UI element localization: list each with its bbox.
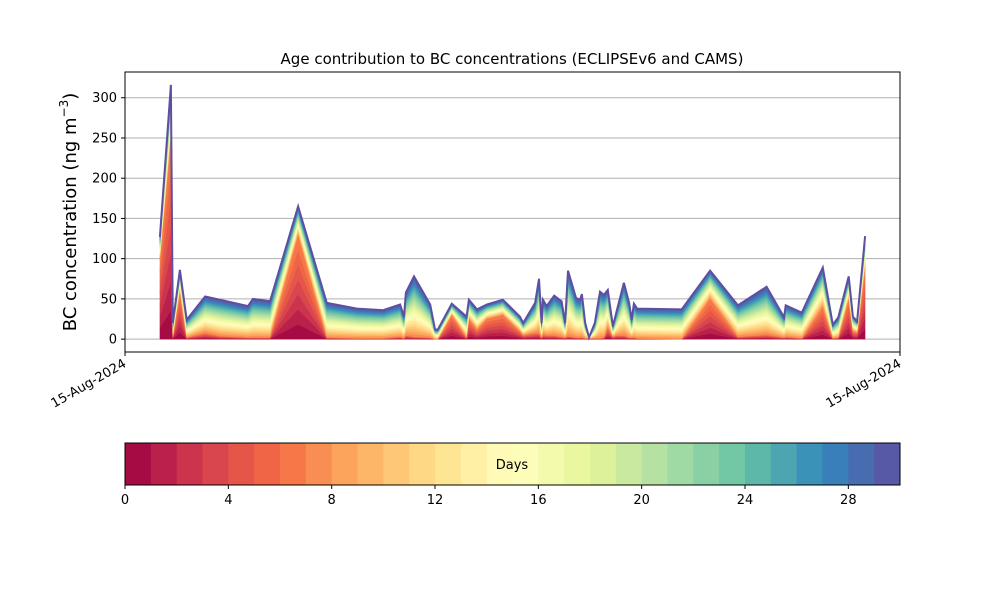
- colorbar-tick-label: 28: [840, 493, 857, 508]
- colorbar-bin: [435, 443, 462, 485]
- total-outline: [158, 84, 867, 341]
- colorbar-bin: [745, 443, 772, 485]
- colorbar-bin: [150, 443, 178, 485]
- colorbar-bin: [564, 443, 591, 485]
- y-axis-label-close: ): [60, 93, 81, 100]
- colorbar-bin: [331, 443, 358, 485]
- colorbar-bin: [409, 443, 436, 485]
- colorbar-bin: [590, 443, 617, 485]
- colorbar-bin: [254, 443, 281, 485]
- y-tick-label: 0: [109, 333, 117, 348]
- colorbar-bin: [460, 443, 488, 485]
- colorbar-bin: [305, 443, 333, 485]
- y-axis-label-sup: −3: [57, 100, 71, 118]
- colorbar-bin: [641, 443, 668, 485]
- y-gridlines: [125, 97, 900, 340]
- colorbar-bin: [719, 443, 746, 485]
- plot-frame: [124, 71, 901, 353]
- chart-title: Age contribution to BC concentrations (E…: [281, 50, 744, 68]
- colorbar-bin: [770, 443, 798, 485]
- colorbar-bin: [125, 443, 152, 485]
- colorbar-bin: [538, 443, 565, 485]
- total-line: [158, 84, 867, 341]
- colorbar-bin: [228, 443, 255, 485]
- colorbar-bin: [512, 443, 539, 485]
- colorbar-label: Days: [496, 458, 529, 473]
- colorbar-bin: [383, 443, 410, 485]
- colorbar-bin: [874, 443, 901, 485]
- colorbar: [125, 443, 901, 485]
- x-tick-label: 15-Aug-2024: [824, 356, 904, 411]
- colorbar-bin: [202, 443, 229, 485]
- colorbar-bin: [486, 443, 513, 485]
- colorbar-tick-label: 12: [427, 493, 444, 508]
- colorbar-tick-label: 0: [121, 493, 129, 508]
- colorbar-tick-label: 8: [328, 493, 336, 508]
- y-axis-label: BC concentration (ng m−3): [57, 93, 81, 332]
- y-axis-ticks: 0 50 100 150 200 250 300: [92, 91, 125, 348]
- colorbar-tick-label: 24: [737, 493, 754, 508]
- colorbar-bin: [848, 443, 875, 485]
- colorbar-tick-label: 16: [530, 493, 547, 508]
- x-tick-label: 15-Aug-2024: [49, 356, 129, 411]
- y-tick-label: 150: [92, 212, 117, 227]
- colorbar-bin: [357, 443, 384, 485]
- y-tick-label: 100: [92, 252, 117, 267]
- colorbar-bin: [796, 443, 823, 485]
- colorbar-bin: [822, 443, 849, 485]
- colorbar-bin: [693, 443, 720, 485]
- y-tick-label: 50: [100, 292, 117, 307]
- colorbar-bin: [615, 443, 643, 485]
- y-tick-label: 200: [92, 172, 117, 187]
- colorbar-bin: [280, 443, 307, 485]
- colorbar-bin: [176, 443, 203, 485]
- colorbar-tick-label: 4: [224, 493, 232, 508]
- x-axis-ticks: 15-Aug-2024 15-Aug-2024: [49, 352, 904, 412]
- colorbar-tick-label: 20: [633, 493, 650, 508]
- colorbar-bin: [667, 443, 694, 485]
- colorbar-frame: [124, 442, 901, 486]
- colorbar-ticks: 0 4 8 12 16 20 24 28: [121, 485, 857, 508]
- y-tick-label: 300: [92, 91, 117, 106]
- y-tick-label: 250: [92, 131, 117, 146]
- y-axis-label-main: BC concentration (ng m: [60, 117, 81, 331]
